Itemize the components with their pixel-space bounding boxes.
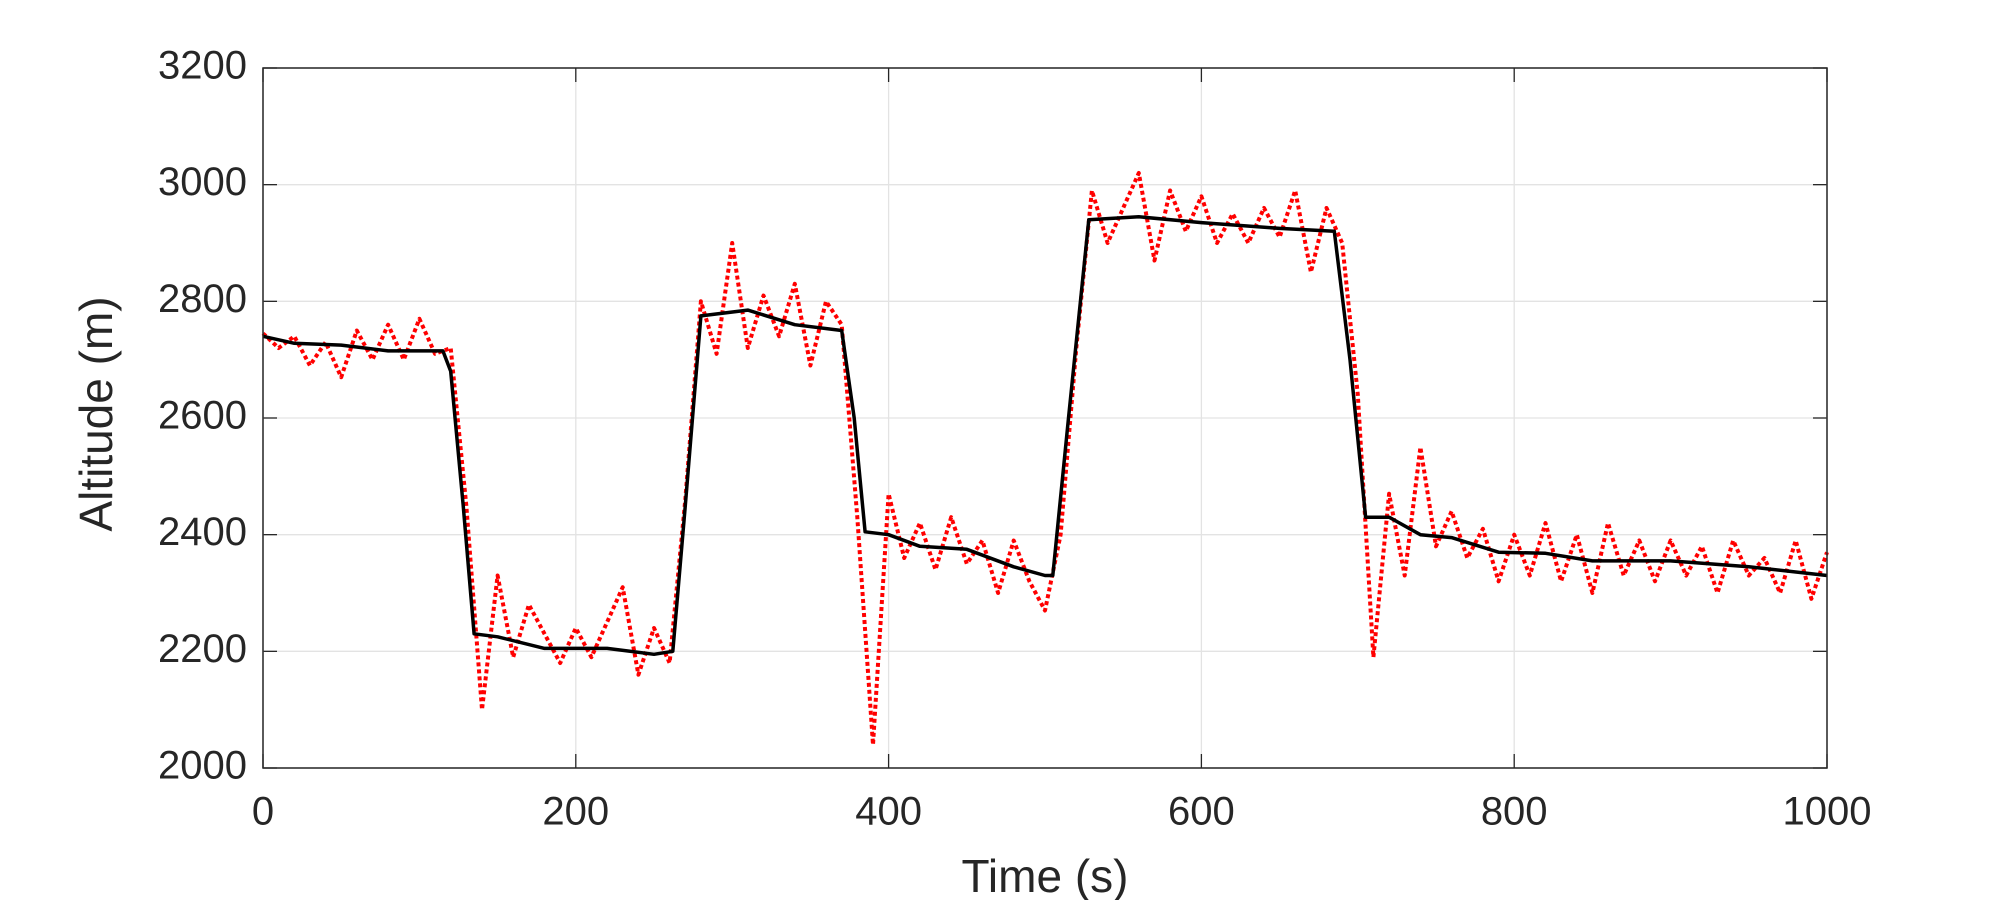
x-axis-label: Time (s) bbox=[962, 850, 1129, 900]
y-axis-label: Altitude (m) bbox=[70, 296, 122, 531]
x-tick-label: 200 bbox=[542, 790, 609, 834]
data-line bbox=[261, 171, 1829, 747]
x-tick-label: 800 bbox=[1481, 790, 1548, 834]
y-tick-label: 2400 bbox=[158, 510, 247, 554]
y-tick-label: 2000 bbox=[158, 744, 247, 788]
data-line bbox=[262, 215, 1828, 657]
x-tick-label: 400 bbox=[855, 790, 922, 834]
y-tick-label: 2800 bbox=[158, 277, 247, 321]
y-tick-label: 2600 bbox=[158, 394, 247, 438]
y-tick-label: 2200 bbox=[158, 627, 247, 671]
x-tick-label: 0 bbox=[252, 790, 274, 834]
y-tick-label: 3000 bbox=[158, 160, 247, 204]
y-tick-label: 3200 bbox=[158, 44, 247, 88]
x-tick-label: 600 bbox=[1168, 790, 1235, 834]
plot-frame bbox=[262, 67, 1828, 769]
x-tick-label: 1000 bbox=[1783, 790, 1872, 834]
